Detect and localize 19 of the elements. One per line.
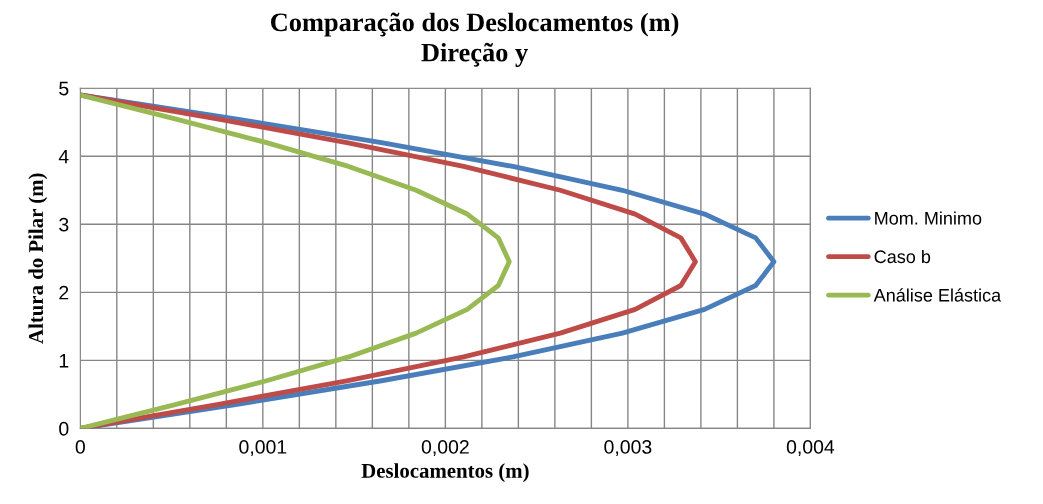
legend-label: Mom. Minimo	[875, 211, 982, 225]
x-tick-label: 0,001	[239, 440, 287, 457]
y-tick-label: 4	[58, 149, 69, 164]
line-series	[80, 92, 512, 429]
x-tick-label: 0,002	[421, 440, 469, 457]
x-tick-label: 0,003	[604, 440, 652, 457]
y-tick-label: 5	[59, 81, 69, 96]
y-tick-label: 2	[59, 285, 69, 300]
legend-label: Caso b	[874, 249, 931, 264]
y-tick-label: 1	[59, 354, 69, 368]
chart-subtitle: Direção y	[421, 42, 528, 67]
chart-title: Comparação dos Deslocamentos (m)	[271, 12, 679, 37]
y-tick-label: 0	[59, 421, 69, 436]
x-tick-label: 0	[75, 440, 85, 454]
x-tick-label: 0,004	[786, 440, 835, 457]
y-tick-label: 3	[59, 217, 69, 232]
legend-label: Análise Elástica	[873, 288, 1002, 302]
x-axis-title: Deslocamentos (m)	[361, 463, 529, 483]
y-axis-title: Altura do Pilar (m)	[28, 173, 48, 344]
